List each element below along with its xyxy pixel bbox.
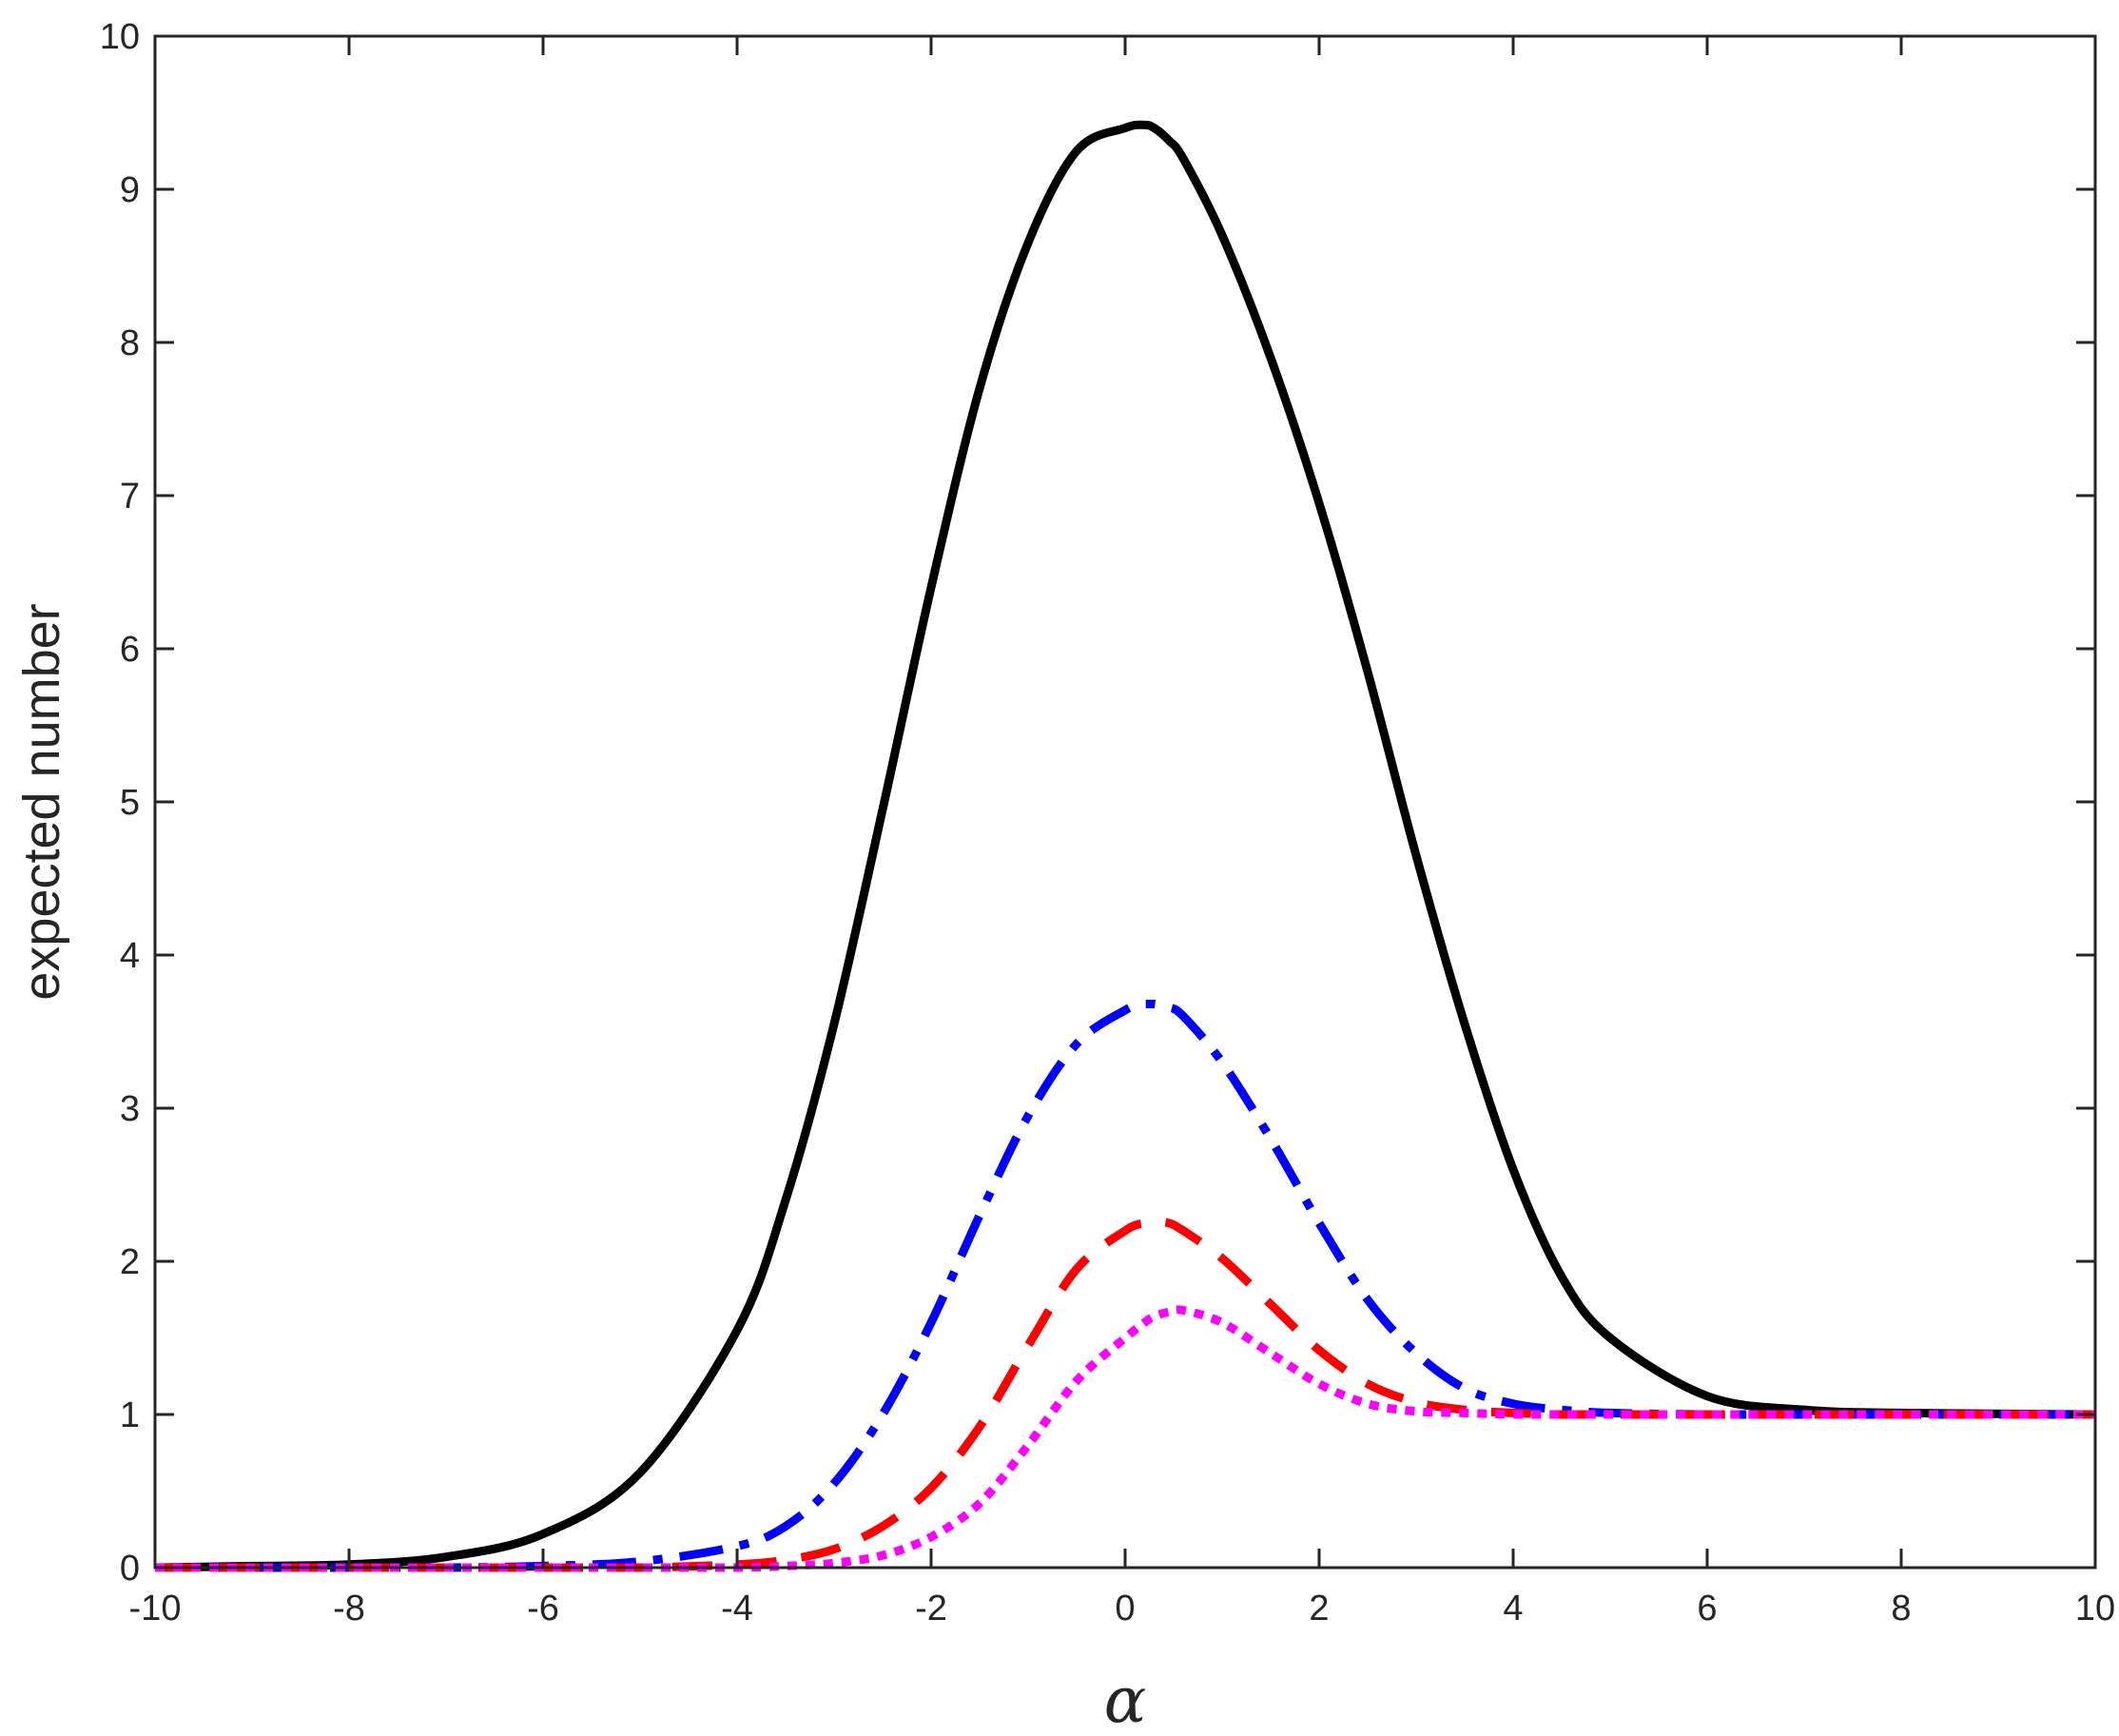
- x-tick-label: 6: [1697, 1589, 1717, 1629]
- x-tick-label: 10: [2075, 1589, 2115, 1629]
- x-tick-label: -6: [527, 1589, 559, 1629]
- y-axis-label: expected number: [13, 603, 70, 1000]
- x-tick-label: 2: [1309, 1589, 1329, 1629]
- y-tick-label: 6: [120, 630, 140, 670]
- x-tick-label: 4: [1503, 1589, 1523, 1629]
- y-tick-label: 8: [120, 323, 140, 363]
- y-tick-label: 1: [120, 1395, 140, 1435]
- x-tick-label: 8: [1891, 1589, 1911, 1629]
- y-tick-label: 7: [120, 477, 140, 517]
- x-tick-label: -10: [129, 1589, 182, 1629]
- y-tick-label: 4: [120, 936, 140, 976]
- plot-area-frame: [153, 34, 2097, 1570]
- x-tick-label: -2: [915, 1589, 947, 1629]
- series-layer: [154, 120, 2096, 1572]
- y-tick-label: 2: [120, 1242, 140, 1282]
- tick-label-layer: -10 -8 -6 -4 -2 0 2 4 6 8 10 0 1 2 3 4 5 6 7 8 9 10: [100, 17, 2115, 1629]
- x-tick-label: -8: [333, 1589, 365, 1629]
- series-line-1: [154, 120, 2096, 1572]
- x-tick-label: -4: [721, 1589, 753, 1629]
- x-tick-label: 0: [1115, 1589, 1135, 1629]
- y-tick-label: 9: [120, 170, 140, 210]
- series-line-4: [155, 1305, 2095, 1572]
- y-tick-label: 10: [100, 17, 140, 57]
- y-tick-label: 3: [120, 1089, 140, 1129]
- y-tick-label: 0: [120, 1549, 140, 1589]
- y-tick-label: 5: [120, 783, 140, 823]
- x-axis-label: α: [1104, 1664, 1147, 1736]
